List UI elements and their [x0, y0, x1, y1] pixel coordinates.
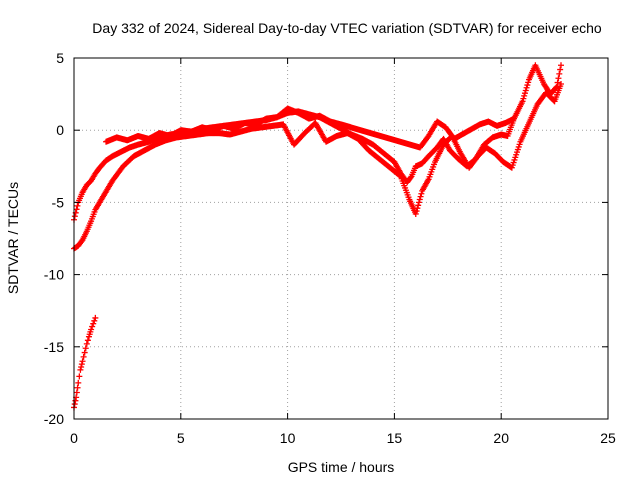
data-point: [414, 205, 421, 212]
y-tick-label: 5: [56, 50, 64, 66]
data-point: [74, 384, 81, 391]
data-point: [523, 84, 530, 91]
data-point: [76, 373, 83, 380]
data-point: [72, 397, 79, 404]
data-point: [417, 193, 424, 200]
data-point: [524, 82, 531, 89]
series-early-drop: [71, 314, 99, 411]
x-axis-label: GPS time / hours: [288, 459, 395, 475]
data-point: [418, 190, 425, 197]
data-point: [407, 174, 414, 181]
data-point: [89, 323, 96, 330]
x-tick-label: 5: [177, 430, 185, 446]
axis-ticks: [73, 57, 609, 420]
data-point: [558, 80, 565, 87]
data-point: [73, 206, 80, 213]
data-point: [80, 353, 87, 360]
x-tick-label: 20: [493, 430, 509, 446]
data-point: [88, 326, 95, 333]
chart-title: Day 332 of 2024, Sidereal Day-to-day VTE…: [92, 20, 602, 36]
data-point: [415, 199, 422, 206]
data-point: [74, 202, 81, 209]
y-tick-label: -15: [44, 339, 64, 355]
x-tick-label: 10: [280, 430, 296, 446]
data-point: [557, 66, 564, 73]
y-tick-label: -10: [44, 267, 64, 283]
data-point: [92, 314, 99, 321]
plot-frame: [73, 57, 609, 420]
data-point: [78, 364, 85, 371]
grid: [74, 58, 608, 419]
data-point: [554, 79, 561, 86]
data-point: [82, 345, 89, 352]
data-point: [77, 366, 84, 373]
data-point: [84, 337, 91, 344]
y-tick-label: -5: [52, 194, 65, 210]
data-point: [555, 75, 562, 82]
data-point: [522, 87, 529, 94]
y-axis-label: SDTVAR / TECUs: [5, 182, 21, 294]
data-point: [520, 95, 527, 102]
data-point: [511, 115, 518, 122]
series-upper-branch: [103, 105, 518, 151]
data-point: [79, 358, 86, 365]
y-tick-label: -20: [44, 411, 64, 427]
data-point: [71, 401, 78, 408]
x-tick-label: 25: [600, 430, 616, 446]
data-point: [78, 361, 85, 368]
data-point: [521, 92, 528, 99]
data-point: [556, 70, 563, 77]
y-tick-label: 0: [56, 122, 64, 138]
data-point: [90, 320, 97, 327]
data-point: [71, 213, 78, 220]
data-point: [83, 340, 90, 347]
data-point: [415, 202, 422, 209]
data-point: [519, 98, 526, 105]
tick-labels: 0 5 10 15 20 25 -20 -15 -10 -5 0 5: [44, 50, 616, 446]
data-point: [91, 317, 98, 324]
data-point: [413, 208, 420, 215]
data-point: [412, 210, 419, 217]
data-point: [416, 196, 423, 203]
data-point: [81, 349, 88, 356]
data-point: [75, 379, 82, 386]
x-tick-label: 0: [70, 430, 78, 446]
x-tick-label: 15: [387, 430, 403, 446]
data-series: [71, 62, 565, 411]
data-point: [558, 62, 565, 69]
data-point: [73, 389, 80, 396]
data-point: [521, 90, 528, 97]
data-point: [525, 79, 532, 86]
